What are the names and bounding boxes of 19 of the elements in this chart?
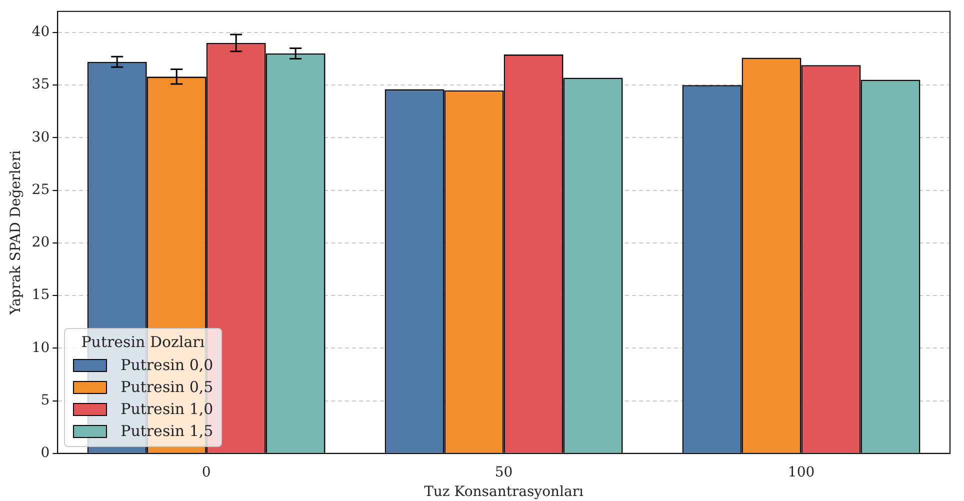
legend-label: Putresin 0,0 [120, 356, 214, 374]
y-tick-label: 35 [32, 76, 50, 93]
y-tick-label: 5 [40, 392, 50, 408]
y-tick-label: 30 [32, 129, 50, 146]
legend-title: Putresin Dozları [80, 333, 206, 352]
y-tick-label: 10 [32, 340, 50, 356]
y-tick-label: 0 [40, 445, 50, 462]
y-axis-title: Yaprak SPAD Değerleri [8, 150, 24, 316]
x-tick-label: 100 [788, 464, 815, 480]
legend-label: Putresin 1,5 [120, 422, 214, 440]
x-tick-label: 50 [494, 464, 513, 480]
legend-label: Putresin 1,0 [120, 400, 214, 418]
x-tick-label: 0 [202, 464, 211, 480]
y-tick-label: 25 [32, 182, 50, 198]
y-tick-label: 40 [32, 24, 50, 40]
y-tick-label: 15 [32, 287, 50, 304]
x-axis-title: Tuz Konsantrasyonları [424, 484, 584, 500]
legend-label: Putresin 0,5 [120, 378, 214, 396]
y-tick-label: 20 [32, 234, 50, 251]
